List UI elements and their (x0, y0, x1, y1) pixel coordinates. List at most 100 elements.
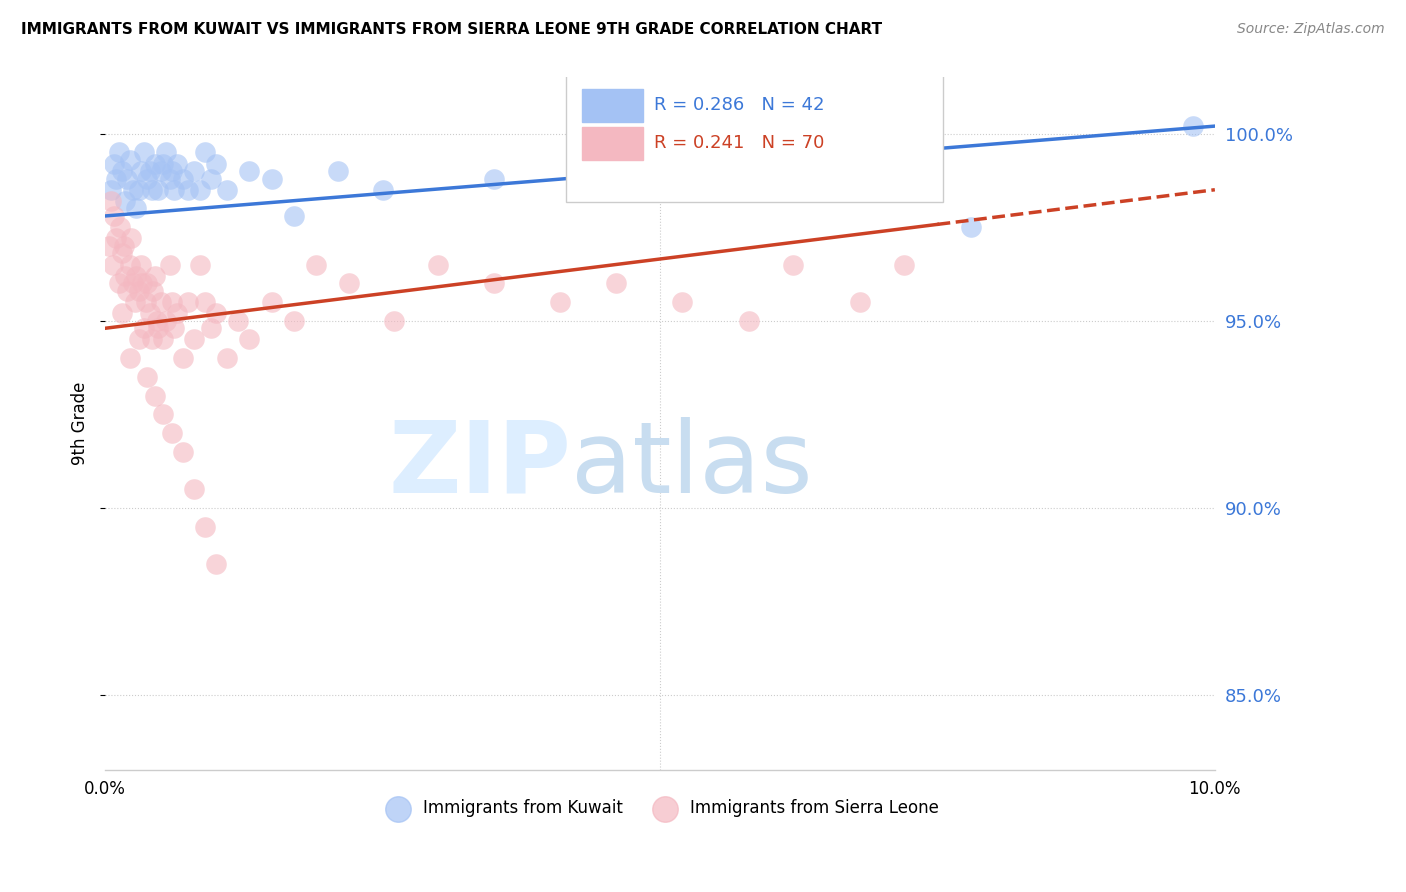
Point (132, 145, 155, 160)
Point (782, 258, 804, 272)
Point (205, 557, 228, 571)
Point (172, 171, 194, 186)
FancyBboxPatch shape (582, 88, 644, 122)
Point (172, 351, 194, 366)
Point (160, 164, 183, 178)
Point (118, 258, 141, 272)
Point (138, 306, 160, 320)
FancyBboxPatch shape (582, 127, 644, 160)
Point (305, 258, 328, 272)
Point (605, 277, 627, 291)
Point (118, 153, 141, 167)
Point (183, 164, 205, 178)
Text: IMMIGRANTS FROM KUWAIT VS IMMIGRANTS FROM SIERRA LEONE 9TH GRADE CORRELATION CHA: IMMIGRANTS FROM KUWAIT VS IMMIGRANTS FRO… (21, 22, 882, 37)
Text: atlas: atlas (571, 417, 813, 514)
Point (114, 194, 136, 208)
Point (148, 321, 170, 335)
Point (131, 277, 153, 291)
Point (111, 164, 134, 178)
Point (177, 183, 200, 197)
Point (371, 183, 394, 197)
Point (128, 284, 150, 298)
Point (738, 314, 761, 328)
Point (152, 408, 174, 422)
Point (148, 183, 170, 197)
Point (136, 171, 159, 186)
Point (194, 295, 217, 310)
Point (132, 321, 155, 335)
Point (97, 239, 120, 253)
Point (283, 314, 305, 328)
Point (893, 258, 915, 272)
Text: R = 0.286   N = 42: R = 0.286 N = 42 (654, 96, 825, 114)
Point (200, 171, 222, 186)
Point (129, 164, 152, 178)
Point (200, 321, 222, 335)
Point (152, 156, 174, 170)
Point (648, 183, 671, 197)
Point (959, 220, 981, 235)
Point (228, 314, 250, 328)
Point (124, 295, 146, 310)
Point (107, 277, 129, 291)
Point (103, 156, 125, 170)
Point (160, 426, 183, 441)
Text: R = 0.241   N = 70: R = 0.241 N = 70 (654, 134, 825, 153)
Point (101, 258, 124, 272)
Y-axis label: 9th Grade: 9th Grade (72, 382, 89, 466)
Point (183, 482, 205, 496)
Point (111, 306, 134, 320)
Point (146, 314, 169, 328)
Point (217, 183, 239, 197)
Point (120, 231, 142, 245)
Point (194, 519, 217, 533)
Point (100, 183, 122, 197)
Point (125, 202, 148, 216)
Point (163, 321, 186, 335)
Point (194, 145, 217, 160)
Point (427, 258, 450, 272)
Point (141, 183, 163, 197)
Point (135, 295, 157, 310)
Point (105, 171, 128, 186)
Point (177, 295, 200, 310)
Point (849, 295, 872, 310)
Point (548, 295, 571, 310)
Point (172, 444, 194, 458)
Point (183, 333, 205, 347)
Point (217, 351, 239, 366)
Point (205, 306, 228, 320)
Legend: Immigrants from Kuwait, Immigrants from Sierra Leone: Immigrants from Kuwait, Immigrants from … (375, 793, 945, 824)
Point (125, 268, 148, 283)
Point (260, 171, 283, 186)
Point (159, 171, 181, 186)
Point (283, 209, 305, 223)
Point (111, 246, 134, 260)
Point (159, 258, 181, 272)
Point (141, 333, 163, 347)
Point (112, 239, 135, 253)
Point (143, 156, 166, 170)
Point (117, 284, 139, 298)
Point (1181, 119, 1204, 133)
Point (382, 314, 405, 328)
Point (238, 164, 260, 178)
Point (128, 333, 150, 347)
Point (107, 145, 129, 160)
Point (122, 277, 145, 291)
Point (136, 370, 159, 384)
Point (143, 268, 166, 283)
Point (149, 295, 172, 310)
Point (118, 351, 141, 366)
Point (188, 258, 211, 272)
Point (149, 164, 172, 178)
Point (205, 156, 228, 170)
Point (138, 164, 160, 178)
Point (117, 171, 139, 186)
Point (163, 183, 186, 197)
Point (103, 209, 125, 223)
FancyBboxPatch shape (565, 74, 943, 202)
Point (166, 306, 188, 320)
Point (155, 314, 177, 328)
Point (128, 183, 150, 197)
